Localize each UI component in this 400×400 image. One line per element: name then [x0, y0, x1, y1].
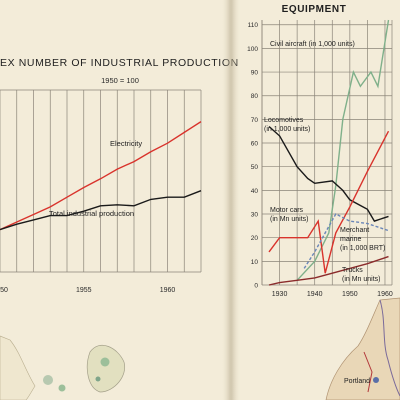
right-x-tick-label: 1950	[342, 291, 358, 298]
right-y-tick-label: 20	[251, 235, 259, 242]
right-y-tick-label: 70	[251, 117, 259, 124]
right-label-trucks: Trucks	[342, 267, 363, 274]
map-dot	[58, 384, 66, 392]
left-series-label-total: Total industrial production	[49, 209, 134, 218]
right-y-tick-label: 10	[251, 259, 259, 266]
right-x-tick-label: 1930	[272, 291, 288, 298]
equipment-chart: EQUIPMENT 0 10 20 30 40 50 60 70 80 90 100 110 1930…	[247, 4, 393, 298]
map-road	[363, 351, 373, 393]
left-chart-grid	[0, 89, 202, 273]
left-series-label-electricity: Electricity	[110, 139, 142, 148]
right-chart-x-ticks: 1930 1940 1950 1960	[272, 291, 393, 298]
left-series-line-0	[0, 121, 202, 231]
right-y-tick-label: 30	[251, 212, 259, 219]
right-label-trucks: (in Mn units)	[342, 276, 381, 283]
right-chart-y-ticks: 0 10 20 30 40 50 60 70 80 90 100 110	[247, 22, 258, 289]
left-chart-subtitle: 1950 = 100	[101, 76, 139, 85]
left-x-tick-label: 1960	[160, 287, 176, 294]
right-series-line-1	[268, 125, 389, 222]
left-chart-series	[0, 121, 202, 231]
right-y-tick-label: 100	[247, 46, 258, 53]
right-chart-series	[268, 19, 390, 286]
left-x-tick-label: 1955	[76, 287, 92, 294]
right-y-tick-label: 50	[251, 164, 259, 171]
right-y-tick-label: 110	[248, 22, 259, 29]
right-label-locomotives: Locomotives	[264, 117, 304, 124]
left-chart-title: EX NUMBER OF INDUSTRIAL PRODUCTION	[0, 57, 239, 69]
left-chart-legend-labels: Electricity Total industrial production	[49, 139, 142, 218]
right-label-locomotives: (in 1,000 units)	[264, 126, 310, 133]
right-label-merchant-marine: (in 1,000 BRT)	[340, 245, 385, 252]
right-series-line-3	[303, 213, 389, 269]
right-chart-series-labels: Civil aircraft (in 1,000 units) Locomotiv…	[264, 41, 385, 283]
right-series-line-2	[268, 130, 390, 274]
right-x-tick-label: 1940	[307, 291, 323, 298]
right-label-civil-aircraft: Civil aircraft (in 1,000 units)	[270, 41, 355, 48]
map-dot	[95, 376, 101, 382]
right-y-tick-label: 90	[251, 70, 259, 77]
left-x-tick-label: 50	[0, 287, 8, 294]
right-y-tick-label: 60	[251, 141, 259, 148]
right-y-tick-label: 40	[251, 188, 259, 195]
right-x-tick-label: 1960	[377, 291, 393, 298]
map-city-dot	[373, 377, 379, 383]
industrial-production-chart: EX NUMBER OF INDUSTRIAL PRODUCTION 1950 …	[0, 57, 239, 294]
right-y-tick-label: 80	[251, 93, 259, 100]
map-land-left	[0, 335, 36, 400]
right-y-tick-label: 0	[254, 283, 258, 290]
right-label-merchant-marine: marine	[340, 236, 362, 243]
map-river	[379, 299, 400, 397]
right-label-motor-cars: (in Mn units)	[270, 216, 309, 223]
map-dot	[43, 375, 53, 385]
book-gutter	[222, 0, 240, 400]
left-chart-x-ticks: 50 1955 1960	[0, 287, 175, 294]
map-fragment-left	[0, 335, 126, 400]
left-series-line-1	[0, 190, 202, 231]
right-series-line-4	[268, 255, 389, 286]
map-city-label: Portland	[344, 378, 370, 385]
right-label-merchant-marine: Merchant	[340, 227, 369, 234]
map-region-blob	[86, 344, 126, 393]
map-fragment-right: Portland	[325, 297, 400, 400]
right-chart-title: EQUIPMENT	[282, 4, 347, 15]
right-label-motor-cars: Motor cars	[270, 207, 304, 214]
map-dot	[100, 357, 110, 367]
